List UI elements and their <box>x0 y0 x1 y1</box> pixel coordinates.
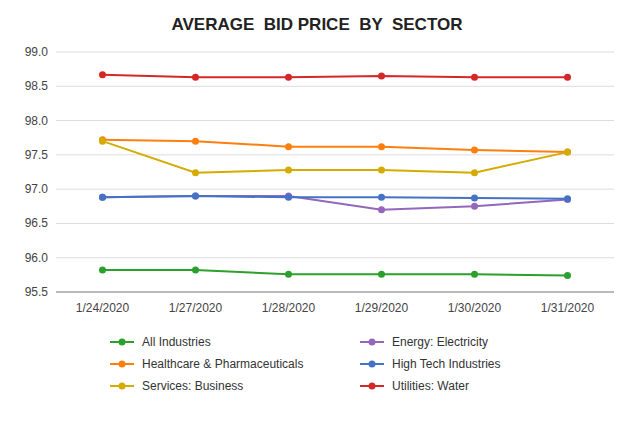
point <box>285 271 292 278</box>
legend-marker <box>369 383 376 390</box>
grid-line <box>56 257 614 258</box>
y-tick-label: 97.5 <box>25 148 49 162</box>
y-tick-label: 96.5 <box>25 216 49 230</box>
point <box>192 138 199 145</box>
grid-line <box>56 223 614 224</box>
x-axis-line <box>56 292 614 293</box>
series-line <box>103 140 568 152</box>
point <box>471 203 478 210</box>
point <box>192 193 199 200</box>
legend-label: High Tech Industries <box>392 357 501 371</box>
grid-line <box>56 86 614 87</box>
x-tick-label: 1/28/2020 <box>262 301 316 315</box>
point <box>192 74 199 81</box>
grid-line <box>56 189 614 190</box>
point <box>99 138 106 145</box>
y-tick-label: 96.0 <box>25 251 49 265</box>
point <box>564 74 571 81</box>
series-line <box>103 141 568 173</box>
y-tick-label: 99.0 <box>25 45 49 59</box>
point <box>192 169 199 176</box>
point <box>378 143 385 150</box>
legend-label: Services: Business <box>142 379 243 393</box>
legend-marker <box>369 339 376 346</box>
point <box>285 74 292 81</box>
legend-label: Utilities: Water <box>392 379 469 393</box>
point <box>99 194 106 201</box>
series-line <box>103 196 568 199</box>
series-line <box>103 196 568 210</box>
chart: AVERAGE BID PRICE BY SECTOR 95.5 96.0 96.5 9… <box>0 0 634 438</box>
series <box>99 193 571 214</box>
series <box>99 138 571 177</box>
point <box>99 267 106 274</box>
point <box>564 195 571 202</box>
point <box>192 193 199 200</box>
x-tick-label: 1/29/2020 <box>355 301 409 315</box>
point <box>378 271 385 278</box>
point <box>285 166 292 173</box>
grid-line <box>56 292 614 293</box>
series-line <box>103 270 568 275</box>
legend-marker <box>119 339 126 346</box>
legend-marker <box>119 361 126 368</box>
series <box>99 136 571 155</box>
point <box>564 149 571 156</box>
point <box>192 267 199 274</box>
series-line <box>103 75 568 78</box>
series <box>99 267 571 279</box>
series <box>99 193 571 203</box>
point <box>378 206 385 213</box>
y-tick-label: 98.5 <box>25 79 49 93</box>
point <box>378 194 385 201</box>
series <box>99 71 571 81</box>
point <box>285 143 292 150</box>
y-tick-label: 95.5 <box>25 285 49 299</box>
point <box>99 194 106 201</box>
x-tick-label: 1/30/2020 <box>448 301 502 315</box>
y-tick-label: 97.0 <box>25 182 49 196</box>
legend-label: Energy: Electricity <box>392 335 488 349</box>
point <box>564 196 571 203</box>
point <box>378 73 385 80</box>
legend-label: All Industries <box>142 335 211 349</box>
grid <box>56 52 614 292</box>
point <box>471 147 478 154</box>
title: AVERAGE BID PRICE BY SECTOR <box>172 15 463 34</box>
y-tick-label: 98.0 <box>25 114 49 128</box>
point <box>471 74 478 81</box>
grid-line <box>56 120 614 121</box>
point <box>285 194 292 201</box>
legend-marker <box>119 383 126 390</box>
point <box>471 195 478 202</box>
point <box>378 166 385 173</box>
point <box>564 272 571 279</box>
x-tick-label: 1/31/2020 <box>541 301 595 315</box>
legend-marker <box>369 361 376 368</box>
grid-line <box>56 52 614 53</box>
point <box>471 169 478 176</box>
point <box>564 149 571 156</box>
x-tick-label: 1/27/2020 <box>169 301 223 315</box>
legend: All Industries Healthcare & Pharmaceutica… <box>110 335 501 393</box>
x-tick-label: 1/24/2020 <box>76 301 130 315</box>
point <box>471 271 478 278</box>
point <box>99 71 106 78</box>
legend-label: Healthcare & Pharmaceuticals <box>142 357 303 371</box>
plot-area <box>99 71 571 279</box>
